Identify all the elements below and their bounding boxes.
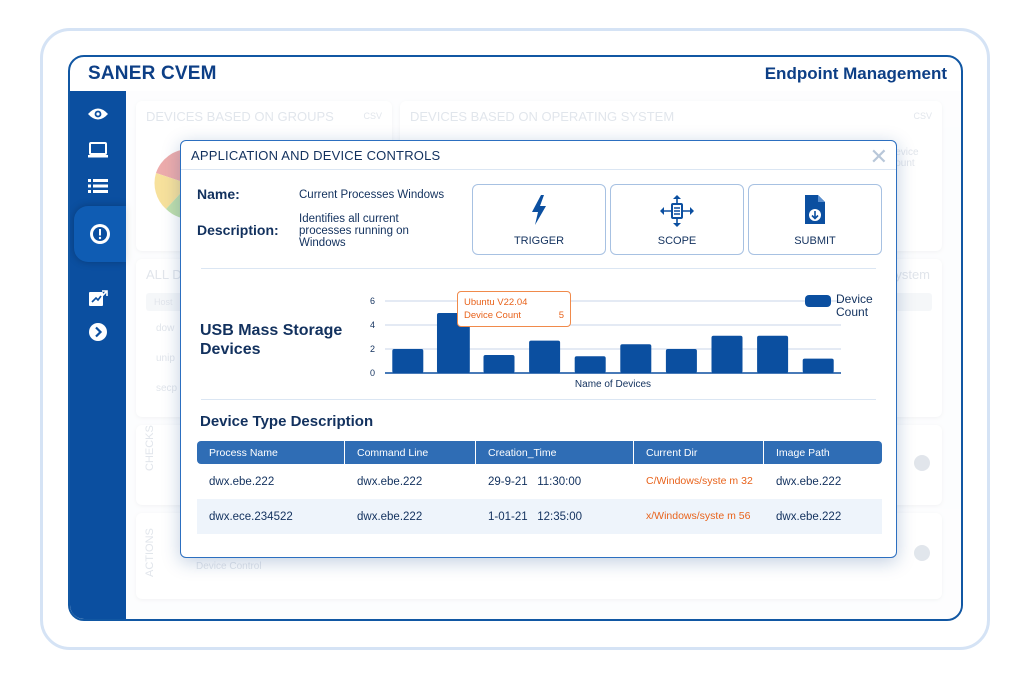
system-title: ystem [895,267,930,282]
cell-image-path: dwx.ebe.222 [776,475,842,488]
legend-swatch [805,295,831,307]
name-label: Name: [197,186,240,202]
ghost-row-3: secp [156,383,178,394]
actions-arrow-icon[interactable] [914,545,930,561]
cell-creation-time: 1-01-21 12:35:00 [488,510,582,523]
ghost-row-1: dow [156,323,175,334]
submit-label: SUBMIT [794,235,836,247]
usb-storage-chart: 0 2 4 6 Name of Devices [370,296,841,390]
header-image-path[interactable]: Image Path [776,446,830,459]
chart-bar[interactable] [529,340,561,373]
eye-icon[interactable] [70,99,126,129]
device-count-ghost: Device Count [888,147,919,169]
name-value: Current Processes Windows [299,189,445,201]
chart-bar[interactable] [665,349,697,373]
description-value: Identifies all current processes running… [299,213,409,249]
chart-bar[interactable] [802,358,834,373]
scope-button[interactable]: SCOPE [610,184,744,255]
y-tick-label: 4 [370,320,375,330]
table-row[interactable]: dwx.ebe.222 dwx.ebe.222 29-9-21 11:30:00… [197,464,882,499]
arrow-circle-icon[interactable] [70,317,126,347]
chart-bar[interactable] [757,335,789,373]
report-icon[interactable] [70,283,126,313]
chart-bar[interactable] [436,313,470,373]
checks-label: CHECKS [144,425,156,471]
tooltip-metric: Device Count [464,310,522,321]
modal-title: APPLICATION AND DEVICE CONTROLS [191,147,441,163]
all-devices-title: ALL D [146,267,182,282]
groups-card-title: DEVICES BASED ON GROUPS [146,109,334,124]
modal-header: APPLICATION AND DEVICE CONTROLS ✕ [181,141,896,170]
chart-heading: USB Mass Storage Devices [200,322,343,358]
y-tick-label: 2 [370,344,375,354]
header-command-line[interactable]: Command Line [345,441,476,464]
cell-image-path: dwx.ebe.222 [776,510,842,523]
process-table: Process Name Command Line Creation_Time … [197,441,882,534]
lightning-icon [473,195,605,225]
device-control-ghost: Device Control [196,561,262,572]
chart-bar[interactable] [620,344,652,373]
app-header: SANER CVEM Endpoint Management [70,57,961,91]
cell-current-dir: C/Windows/syste m 32 [646,475,753,487]
checks-arrow-icon[interactable] [914,455,930,471]
cell-command-line: dwx.ebe.222 [357,510,423,523]
sidebar [70,91,126,619]
cell-command-line: dwx.ebe.222 [357,475,423,488]
chart-bar[interactable] [574,356,606,373]
scope-label: SCOPE [657,235,697,247]
section-title: Endpoint Management [764,64,947,83]
trigger-button[interactable]: TRIGGER [472,184,606,255]
chart-bar[interactable] [483,355,515,373]
application-device-controls-modal: APPLICATION AND DEVICE CONTROLS ✕ Name: … [180,140,897,558]
app-title: SANER CVEM [88,63,217,84]
alert-icon[interactable] [74,206,126,262]
host-label: Host [154,297,173,307]
chart-tooltip: Ubuntu V22.04 Device Count 5 [457,291,571,327]
actions-label: ACTIONS [144,528,156,577]
device-type-title: Device Type Description [200,413,374,430]
scope-arrows-icon [611,195,743,227]
table-row[interactable]: dwx.ece.234522 dwx.ebe.222 1-01-21 12:35… [197,499,882,534]
document-download-icon [749,195,881,225]
header-current-dir[interactable]: Current Dir [634,441,764,464]
cell-process-name: dwx.ece.234522 [209,510,293,523]
divider-top [201,268,876,269]
divider-bottom [201,399,876,400]
list-icon[interactable] [70,171,126,201]
os-card-title: DEVICES BASED ON OPERATING SYSTEM [410,109,675,124]
tooltip-label: Ubuntu V22.04 [464,297,528,308]
ghost-row-2: unip [156,353,175,364]
submit-button[interactable]: SUBMIT [748,184,882,255]
cell-process-name: dwx.ebe.222 [209,475,275,488]
y-tick-label: 6 [370,296,375,306]
legend-label: Device Count [836,292,873,319]
laptop-icon[interactable] [70,135,126,165]
header-process-name[interactable]: Process Name [197,441,345,464]
chart-bar[interactable] [392,349,424,373]
table-header: Process Name Command Line Creation_Time … [197,441,882,464]
description-label: Description: [197,222,279,238]
csv-button[interactable]: CSV [363,111,382,121]
header-creation-time[interactable]: Creation_Time [476,441,634,464]
close-icon[interactable]: ✕ [869,144,888,169]
x-axis-label: Name of Devices [575,379,651,390]
tooltip-row: Device Count 5 [464,309,564,322]
trigger-label: TRIGGER [513,235,565,247]
cell-creation-time: 29-9-21 11:30:00 [488,475,582,488]
chart-bar[interactable] [711,335,743,373]
y-tick-label: 0 [370,368,375,378]
chart-legend: Device Count [805,293,884,319]
csv-button-os[interactable]: CSV [913,111,932,121]
cell-current-dir: x/Windows/syste m 56 [646,510,751,522]
tooltip-value: 5 [558,310,564,321]
